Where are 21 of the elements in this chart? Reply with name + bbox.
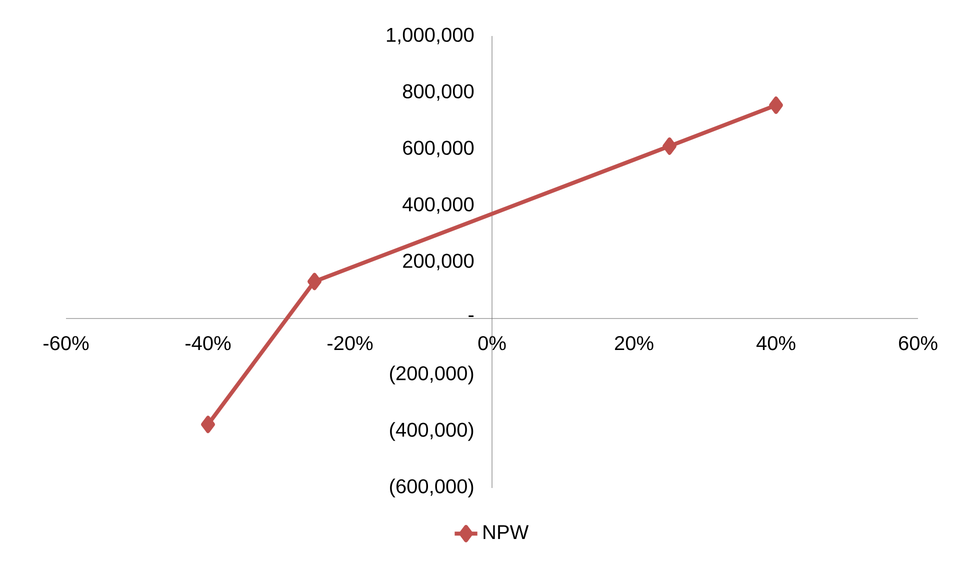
y-tick-label: 200,000 — [403, 254, 474, 270]
x-tick-label: -20% — [328, 336, 373, 350]
legend-label: NPW — [484, 525, 529, 539]
y-tick-label: 1,000,000 — [386, 28, 474, 44]
point — [769, 96, 784, 114]
y-tick-label: (200,000) — [390, 366, 474, 384]
y-tick-label: 600,000 — [403, 140, 474, 158]
y-tick-label: - — [468, 315, 474, 317]
x-tick-label: -60% — [44, 336, 89, 350]
x-tick-label: 40% — [756, 336, 796, 350]
point — [201, 416, 216, 434]
y-tick-label: (600,000) — [390, 478, 474, 498]
x-tick-label: -40% — [186, 336, 231, 350]
y-tick-label: 800,000 — [402, 84, 474, 101]
x-tick-label: 0% — [478, 336, 506, 350]
x-tick-label: 20% — [614, 336, 654, 350]
y-tick-label: (400,000) — [390, 422, 474, 441]
x-tick-label: 60% — [899, 336, 938, 350]
y-tick-label: 400,000 — [402, 197, 474, 214]
point — [662, 138, 677, 155]
point — [308, 272, 322, 290]
